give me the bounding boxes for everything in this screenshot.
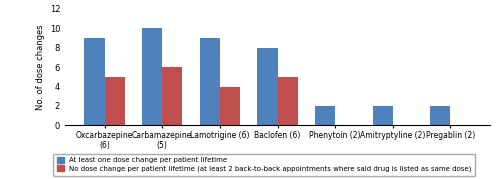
Bar (84, 38, 104, 125)
Legend: At least one dose change per patient lifetime, No dose change per patient lifeti: At least one dose change per patient lif… (54, 154, 476, 176)
Bar (104, 77, 124, 125)
Bar (372, 106, 393, 125)
Bar (278, 77, 297, 125)
Bar (220, 86, 240, 125)
Bar (315, 106, 335, 125)
Bar (258, 48, 278, 125)
Bar (142, 28, 162, 125)
Bar (200, 38, 220, 125)
Bar (162, 67, 182, 125)
X-axis label: Drug (number of patients prescribed): Drug (number of patients prescribed) (192, 156, 362, 165)
Y-axis label: No. of dose changes: No. of dose changes (36, 24, 46, 110)
Bar (430, 106, 450, 125)
